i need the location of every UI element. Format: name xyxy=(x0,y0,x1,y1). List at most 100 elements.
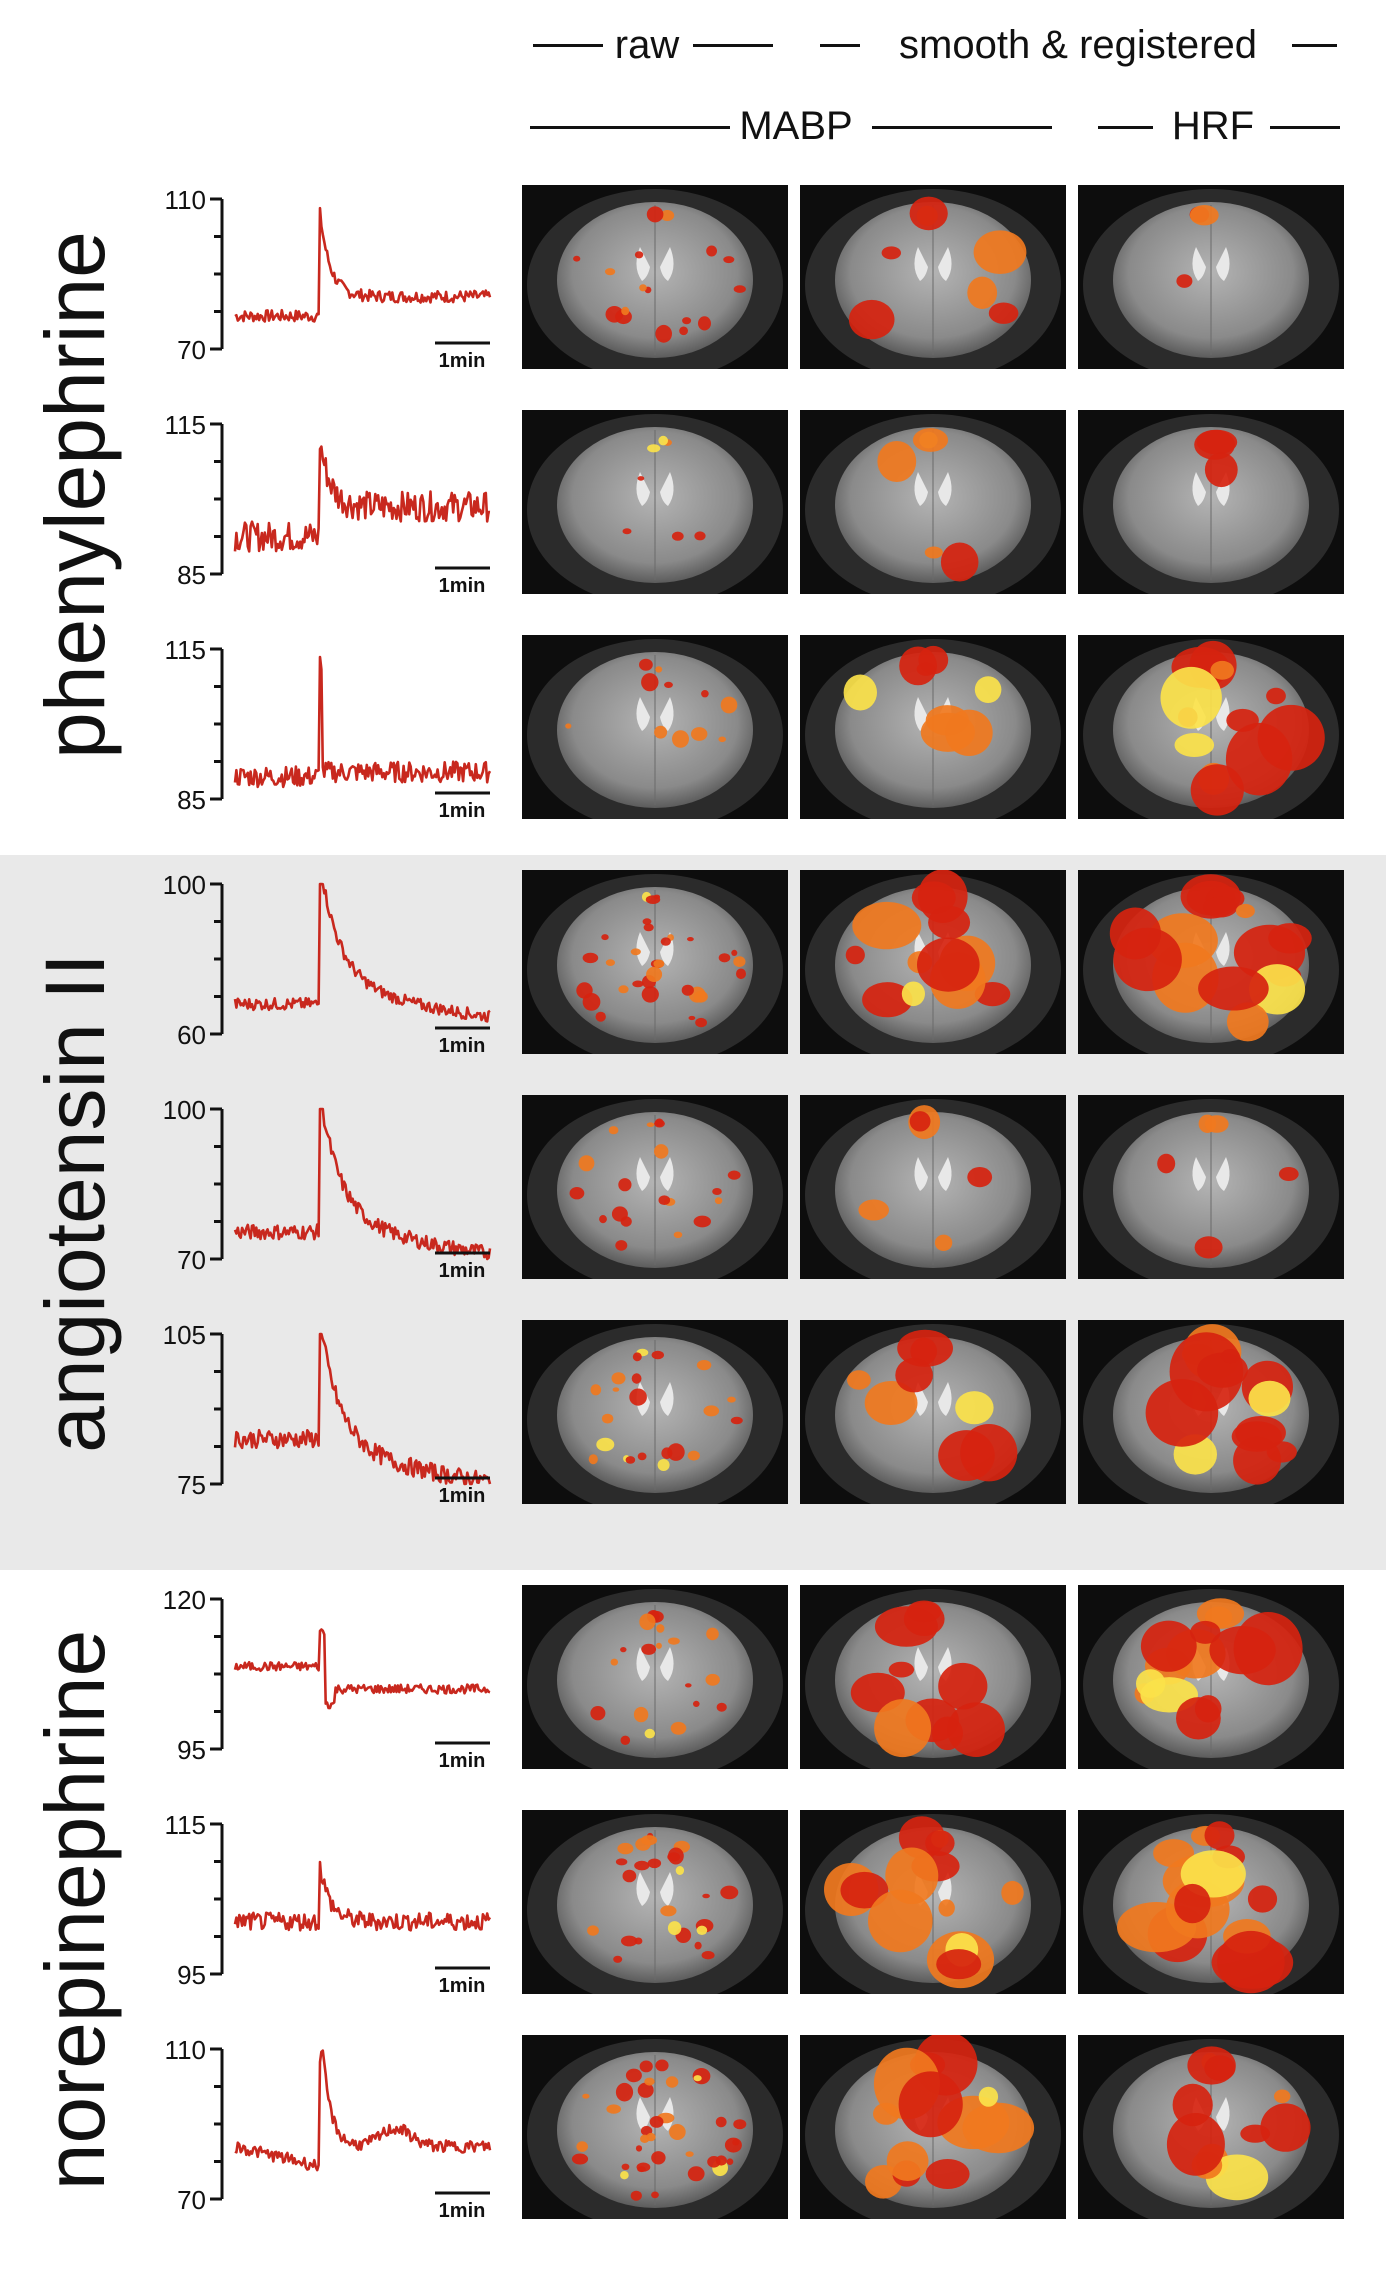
mabp-trace-line xyxy=(233,1860,492,1932)
activation-blob xyxy=(642,918,652,925)
activation-blob xyxy=(634,251,644,259)
activation-blob xyxy=(605,959,615,966)
experiment-row: 100 70 1min xyxy=(0,1095,1386,1282)
activation-blob xyxy=(947,1702,1005,1757)
activation-blob xyxy=(571,2153,589,2165)
experiment-row: 120 95 1min xyxy=(0,1585,1386,1772)
activation-blob xyxy=(620,1735,631,1745)
brain-raw-mabp xyxy=(522,1095,788,1279)
activation-blob xyxy=(646,206,664,223)
activation-blob xyxy=(615,2082,634,2102)
activation-blob xyxy=(706,1627,719,1641)
mabp-trace: 110 70 1min xyxy=(150,185,500,372)
ventricle-left xyxy=(914,247,928,281)
brain-slice-image xyxy=(522,1095,788,1279)
activation-blob xyxy=(641,1643,657,1655)
activation-blob xyxy=(647,1858,662,1869)
activation-blob xyxy=(637,476,645,481)
activation-blob xyxy=(639,1613,656,1631)
activation-blob xyxy=(632,980,644,988)
brain-smooth-mabp xyxy=(800,185,1066,369)
brain-smooth-hrf xyxy=(1078,2035,1344,2219)
activation-blob xyxy=(724,2137,742,2153)
activation-blob xyxy=(667,1852,681,1862)
ventricle-right xyxy=(660,1647,674,1681)
ventricle-right xyxy=(938,1382,952,1416)
activation-blob xyxy=(727,1170,741,1180)
activation-blob xyxy=(720,696,738,714)
activation-blob xyxy=(588,1454,598,1465)
brain-slice-image xyxy=(1078,2035,1344,2219)
ventricle-left xyxy=(636,1872,650,1906)
activation-blob xyxy=(687,2166,705,2182)
activation-blob xyxy=(688,1015,696,1021)
activation-blob xyxy=(1166,2113,1225,2176)
activation-blob xyxy=(718,953,731,963)
mabp-line-left xyxy=(530,126,730,129)
activation-blob xyxy=(658,435,668,446)
brain-slice-image xyxy=(1078,185,1344,369)
smooth-line-right xyxy=(1292,44,1337,47)
ventricle-left xyxy=(1192,472,1206,506)
activation-blob xyxy=(912,428,949,452)
brain-slice-image xyxy=(800,635,1066,819)
activation-blob xyxy=(928,905,971,940)
ventricle-left xyxy=(636,697,650,731)
activation-blob xyxy=(655,1642,662,1649)
activation-blob xyxy=(637,2166,646,2173)
activation-blob xyxy=(881,246,901,260)
activation-blob xyxy=(693,2075,702,2082)
activation-blob xyxy=(715,2155,727,2166)
activation-blob xyxy=(901,981,925,1007)
activation-blob xyxy=(1204,452,1238,488)
activation-blob xyxy=(668,1637,680,1645)
y-tick-label-max: 100 xyxy=(163,1095,206,1125)
activation-blob xyxy=(660,210,675,221)
activation-blob xyxy=(687,937,694,942)
ventricle-right xyxy=(660,697,674,731)
mabp-trace: 115 85 1min xyxy=(150,410,500,597)
activation-blob xyxy=(1140,1620,1197,1672)
activation-blob xyxy=(858,1199,889,1221)
activation-blob xyxy=(667,1921,682,1936)
raw-line-left xyxy=(533,44,603,47)
activation-blob xyxy=(723,256,735,264)
activation-blob xyxy=(595,1011,606,1022)
activation-blob xyxy=(587,1925,599,1936)
ventricle-left xyxy=(1192,247,1206,281)
mabp-trace-chart: 110 70 1min xyxy=(165,2035,492,2222)
brain-slice-image xyxy=(522,185,788,369)
raw-label: raw xyxy=(608,25,686,65)
brain-slice-image xyxy=(800,410,1066,594)
ventricle-right xyxy=(938,472,952,506)
y-tick-label-max: 120 xyxy=(163,1585,206,1615)
activation-blob xyxy=(847,1370,871,1390)
activation-blob xyxy=(898,2071,963,2138)
activation-blob xyxy=(647,444,661,453)
activation-blob xyxy=(988,302,1019,324)
activation-blob xyxy=(1268,923,1312,954)
experiment-row: 110 70 1min xyxy=(0,185,1386,372)
activation-blob xyxy=(1001,1880,1024,1905)
activation-blob xyxy=(733,956,746,967)
activation-blob xyxy=(654,725,668,739)
activation-blob xyxy=(665,2076,679,2088)
mabp-line-right xyxy=(872,126,1052,129)
activation-blob xyxy=(694,531,706,541)
experiment-row: 115 85 1min xyxy=(0,635,1386,822)
activation-blob xyxy=(736,968,746,980)
activation-blob xyxy=(633,1706,649,1723)
activation-blob xyxy=(886,2141,929,2181)
activation-blob xyxy=(917,937,980,992)
activation-blob xyxy=(731,949,738,956)
brain-smooth-mabp xyxy=(800,1585,1066,1769)
activation-blob xyxy=(621,2163,630,2170)
ventricle-right xyxy=(660,1872,674,1906)
activation-blob xyxy=(631,1373,642,1384)
activation-blob xyxy=(606,2104,621,2114)
activation-blob xyxy=(1217,1930,1285,1994)
activation-blob xyxy=(643,923,654,932)
ventricle-right xyxy=(938,1157,952,1191)
column-header-bottom: MABP HRF xyxy=(0,90,1386,160)
ventricle-right xyxy=(660,472,674,506)
